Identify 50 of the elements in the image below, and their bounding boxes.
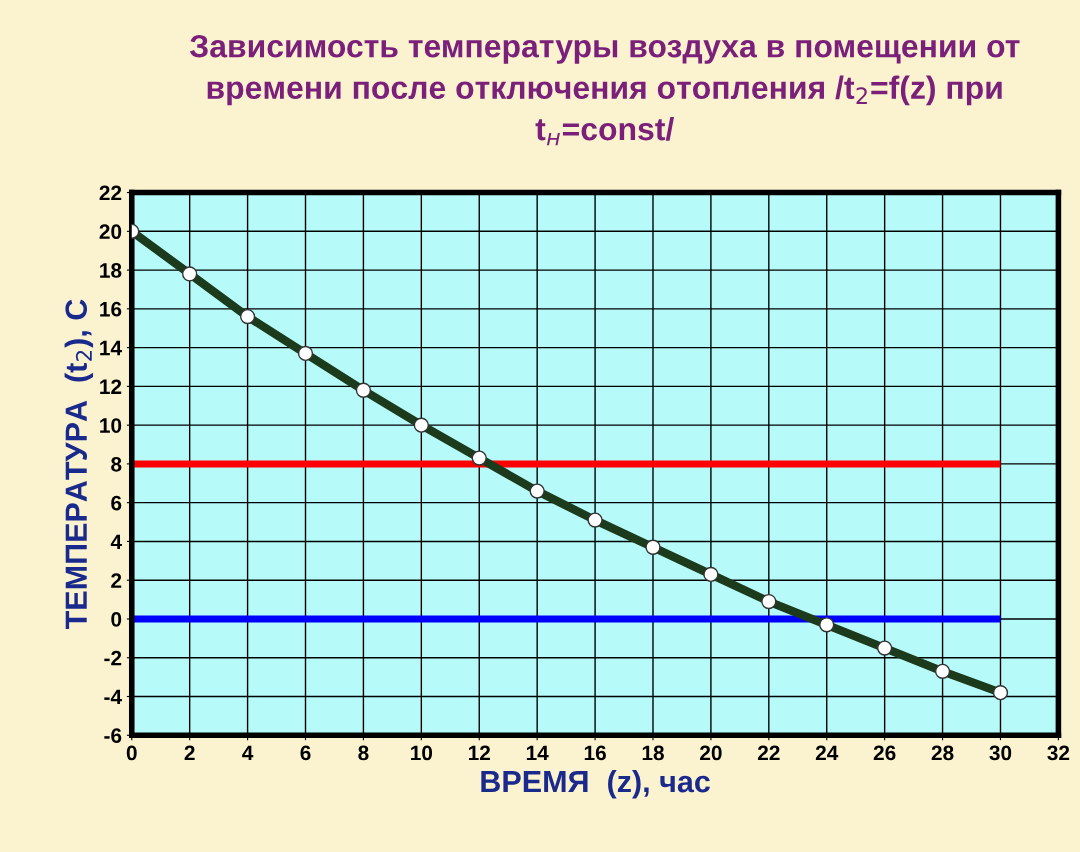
x-tick-label: 24	[815, 745, 839, 761]
y-tick-label: 4	[110, 534, 122, 549]
x-tick-label: 26	[873, 745, 896, 761]
y-tick-label: 14	[100, 340, 122, 356]
chart-title: Зависимость температуры воздуха в помещении от времени после отключения отопления /t$_{2}$=f(z) при t$_{н}$=const/	[189, 34, 1020, 146]
y-tick-label: 10	[100, 418, 122, 433]
y-tick-label: -6	[104, 728, 122, 744]
y-tick-label: 6	[111, 495, 122, 511]
y-tick-label: 2	[111, 573, 122, 588]
y-tick-label: -2	[104, 650, 122, 666]
point	[355, 382, 372, 398]
x-tick-label: 20	[700, 745, 722, 761]
y-tick-label: 0	[111, 611, 122, 627]
point	[297, 345, 314, 362]
x-tick-label: 30	[989, 745, 1012, 761]
x-axis-title: ВРЕМЯ (z), час	[481, 769, 710, 799]
x-tick-label: 28	[931, 745, 954, 761]
point	[645, 539, 661, 555]
y-axis-title: ТЕМПЕРАТУРА (t$_{2}$), С	[64, 299, 94, 630]
x-tick-label: 32	[1047, 745, 1070, 761]
point	[471, 450, 487, 466]
y-tick-label: 20	[99, 224, 122, 240]
point	[182, 266, 198, 282]
point	[413, 417, 429, 433]
x-tick-label: 14	[526, 745, 549, 761]
point	[703, 566, 719, 583]
point	[239, 308, 256, 325]
point	[877, 640, 893, 656]
y-tick-label: 8	[111, 456, 122, 472]
y-tick-label: 22	[99, 185, 122, 201]
point	[934, 663, 951, 679]
y-tick-label: 16	[100, 301, 122, 317]
x-tick-label: 18	[642, 745, 664, 761]
y-tick-label: 18	[100, 263, 122, 278]
point	[992, 684, 1009, 701]
x-tick-label: 22	[757, 745, 780, 761]
y-tick-label: 12	[100, 379, 122, 394]
point	[761, 593, 777, 610]
point	[529, 483, 545, 499]
x-tick-label: 6	[300, 745, 311, 761]
x-tick-label: 8	[358, 745, 369, 761]
x-tick-label: 4	[242, 745, 254, 761]
x-tick-label: 16	[584, 745, 606, 761]
x-tick-label: 12	[468, 745, 490, 761]
y-tick-label: -4	[104, 689, 122, 705]
x-tick-label: 2	[184, 745, 195, 761]
point	[819, 617, 835, 633]
x-tick-label: 10	[411, 745, 433, 761]
x-tick-label: 0	[126, 745, 137, 761]
point	[587, 512, 603, 528]
